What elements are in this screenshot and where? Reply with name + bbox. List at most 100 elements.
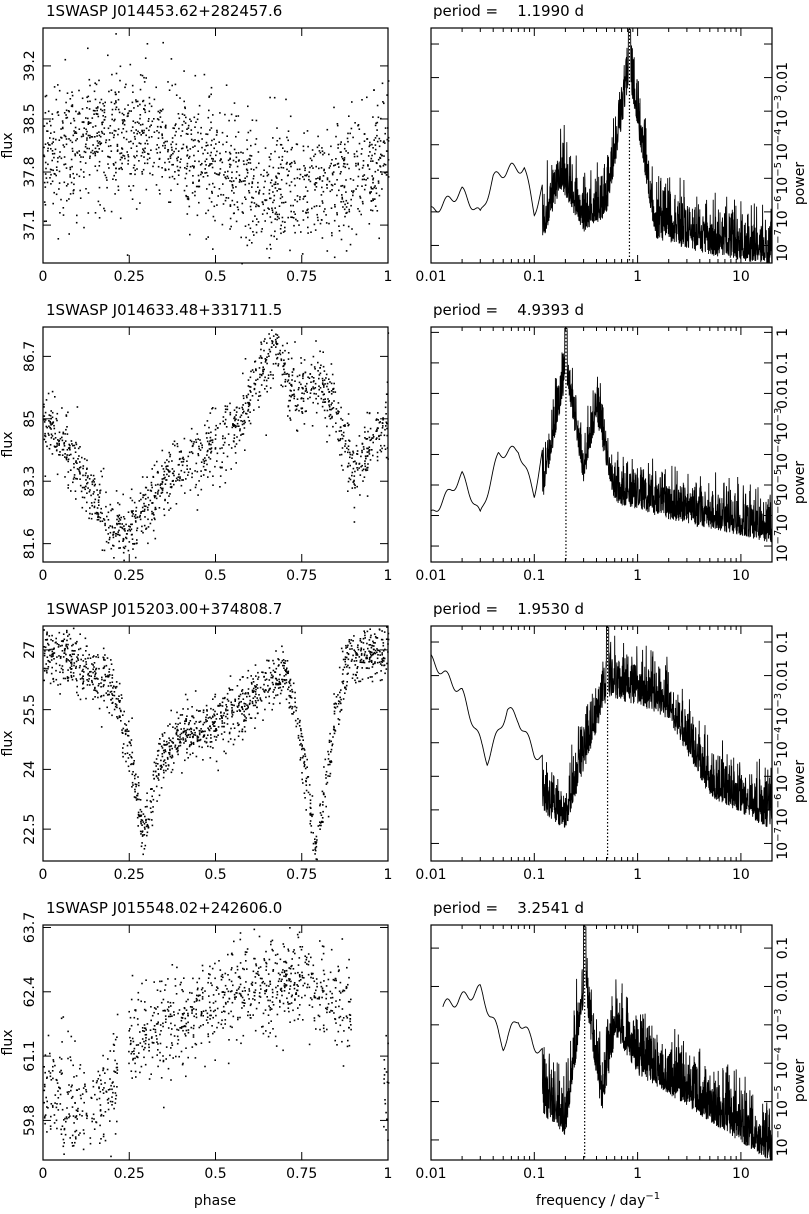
data-point: [265, 385, 268, 387]
data-point: [205, 238, 208, 240]
data-point: [261, 213, 264, 215]
data-point: [132, 120, 135, 122]
data-point: [145, 505, 147, 508]
data-point: [153, 514, 155, 516]
data-point: [82, 678, 85, 680]
data-point: [285, 373, 287, 375]
data-point: [254, 664, 257, 666]
data-point: [359, 680, 362, 683]
data-point: [170, 1033, 172, 1036]
data-point: [146, 831, 149, 834]
data-point: [381, 658, 383, 660]
data-point: [43, 220, 46, 223]
data-point: [344, 656, 347, 658]
data-point: [169, 755, 172, 758]
data-point: [321, 377, 324, 380]
data-point: [118, 111, 121, 114]
data-point: [252, 697, 255, 699]
data-point: [341, 990, 344, 993]
data-point: [93, 481, 95, 483]
data-point: [51, 648, 53, 651]
data-point: [92, 668, 94, 671]
data-point: [284, 660, 287, 662]
data-point: [123, 119, 125, 121]
data-point: [255, 203, 258, 206]
data-point: [330, 207, 333, 209]
data-point: [321, 996, 323, 999]
data-point: [62, 432, 64, 435]
data-point: [140, 833, 142, 835]
data-point: [302, 397, 305, 400]
data-point: [210, 443, 212, 446]
data-point: [52, 202, 54, 205]
data-point: [313, 380, 315, 382]
data-point: [264, 388, 266, 390]
data-point: [260, 230, 263, 233]
data-point: [206, 440, 209, 443]
data-point: [111, 113, 113, 116]
data-point: [258, 391, 261, 393]
data-point: [255, 693, 257, 695]
data-point: [126, 151, 128, 153]
data-point: [82, 660, 85, 662]
data-point: [271, 681, 274, 684]
data-point: [261, 671, 263, 673]
data-point: [43, 438, 46, 441]
data-point: [212, 475, 214, 477]
data-point: [200, 132, 202, 135]
data-point: [63, 163, 65, 166]
y-tick-label: 83.3: [22, 466, 38, 497]
data-point: [269, 181, 272, 184]
data-point: [78, 175, 81, 178]
data-point: [68, 443, 70, 446]
data-point: [162, 1059, 165, 1062]
data-point: [140, 822, 142, 825]
data-point: [112, 1091, 114, 1094]
data-point: [153, 464, 156, 467]
data-point: [43, 419, 45, 421]
data-point: [316, 982, 318, 985]
data-point: [329, 990, 332, 993]
data-point: [320, 824, 322, 827]
data-point: [322, 379, 324, 382]
data-point: [282, 943, 285, 945]
data-point: [359, 494, 361, 496]
data-point: [315, 393, 317, 395]
data-point: [153, 495, 156, 497]
data-point: [225, 197, 228, 199]
data-point: [205, 133, 207, 135]
data-point: [209, 164, 211, 166]
data-point: [92, 683, 94, 686]
data-point: [55, 449, 58, 452]
data-point: [368, 223, 371, 225]
data-point: [315, 845, 318, 848]
data-point: [370, 209, 372, 211]
data-point: [240, 1042, 242, 1045]
data-point: [66, 677, 69, 679]
data-point: [371, 644, 373, 647]
data-point: [164, 161, 166, 164]
data-point: [91, 149, 94, 152]
data-point: [192, 139, 195, 142]
data-point: [247, 692, 249, 694]
data-point: [163, 732, 166, 734]
data-point: [338, 166, 340, 168]
data-point: [60, 655, 62, 658]
data-point: [123, 710, 125, 713]
data-point: [121, 523, 123, 525]
data-point: [72, 675, 75, 677]
data-point: [85, 133, 88, 135]
data-point: [272, 659, 274, 662]
data-point: [43, 1083, 46, 1086]
data-point: [184, 759, 186, 762]
data-point: [188, 745, 191, 748]
data-point: [250, 168, 253, 170]
data-point: [272, 969, 275, 971]
data-point: [138, 122, 140, 125]
data-point: [56, 445, 58, 447]
data-point: [277, 665, 280, 667]
data-point: [238, 439, 241, 442]
data-point: [269, 671, 272, 674]
data-point: [233, 102, 236, 104]
data-point: [194, 74, 197, 77]
